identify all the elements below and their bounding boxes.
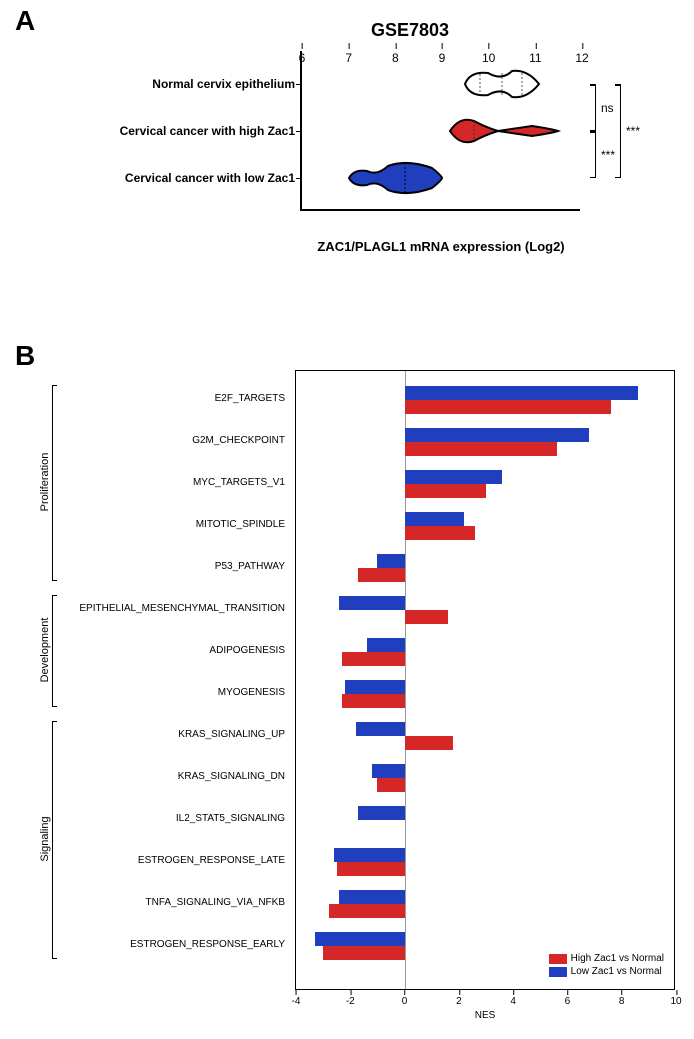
x-tick: 8 xyxy=(392,51,399,65)
gene-set-label: IL2_STAT5_SIGNALING xyxy=(176,813,285,824)
bar-high xyxy=(323,946,404,960)
bar-high xyxy=(342,694,404,708)
sig-bracket xyxy=(595,84,596,131)
b-x-tick: 4 xyxy=(510,996,516,1007)
bar-low xyxy=(372,764,405,778)
bar-high xyxy=(405,484,486,498)
bar-high xyxy=(377,778,404,792)
legend: High Zac1 vs Normal Low Zac1 vs Normal xyxy=(549,953,664,979)
category-bracket xyxy=(52,595,53,707)
b-x-tick: 6 xyxy=(565,996,571,1007)
bar-high xyxy=(405,526,476,540)
bar-low xyxy=(405,428,590,442)
bar-low xyxy=(356,722,405,736)
b-x-tick: -4 xyxy=(292,996,301,1007)
gene-set-label: MITOTIC_SPINDLE xyxy=(196,519,285,530)
legend-item: High Zac1 vs Normal xyxy=(549,953,664,964)
x-tick: 6 xyxy=(299,51,306,65)
gene-set-label: E2F_TARGETS xyxy=(215,393,285,404)
panel-a: GSE7803 ZAC1/PLAGL1 mRNA expression (Log… xyxy=(70,20,650,300)
gene-set-label: P53_PATHWAY xyxy=(215,561,285,572)
b-x-tick: -2 xyxy=(346,996,355,1007)
violin-row-label: Normal cervix epithelium xyxy=(152,77,295,91)
legend-swatch xyxy=(549,954,567,964)
bar-low xyxy=(339,890,404,904)
legend-item: Low Zac1 vs Normal xyxy=(549,966,664,977)
gene-set-label: KRAS_SIGNALING_UP xyxy=(178,729,285,740)
b-x-label: NES xyxy=(296,1010,674,1021)
x-axis-label-a: ZAC1/PLAGL1 mRNA expression (Log2) xyxy=(302,239,580,254)
bar-low xyxy=(358,806,404,820)
bar-high xyxy=(405,610,448,624)
bar-low xyxy=(405,512,465,526)
gene-set-label: EPITHELIAL_MESENCHYMAL_TRANSITION xyxy=(79,603,285,614)
bar-low xyxy=(405,470,503,484)
sig-bracket xyxy=(620,84,621,178)
x-tick: 12 xyxy=(575,51,588,65)
gene-set-label: G2M_CHECKPOINT xyxy=(192,435,285,446)
bar-low xyxy=(377,554,404,568)
violin-row-label: Cervical cancer with low Zac1 xyxy=(125,171,295,185)
chart-title-a: GSE7803 xyxy=(170,20,650,41)
b-x-tick: 2 xyxy=(456,996,462,1007)
sig-text: *** xyxy=(601,148,615,162)
x-tick: 9 xyxy=(439,51,446,65)
b-x-tick: 10 xyxy=(670,996,681,1007)
bar-low xyxy=(367,638,405,652)
violins-svg xyxy=(302,51,582,211)
bar-high xyxy=(337,862,405,876)
category-label: Signaling xyxy=(39,804,51,874)
bar-high xyxy=(342,652,404,666)
bar-low xyxy=(405,386,638,400)
bar-high xyxy=(358,568,404,582)
violin-plot-area: ZAC1/PLAGL1 mRNA expression (Log2) 67891… xyxy=(300,51,580,211)
gene-set-label: TNFA_SIGNALING_VIA_NFKB xyxy=(146,897,286,908)
sig-text: *** xyxy=(626,124,640,138)
x-tick: 11 xyxy=(529,51,541,65)
bar-low xyxy=(334,848,405,862)
category-bracket xyxy=(52,385,53,581)
bar-high xyxy=(405,442,557,456)
category-bracket xyxy=(52,721,53,959)
x-tick: 10 xyxy=(482,51,495,65)
violin-chart: ZAC1/PLAGL1 mRNA expression (Log2) 67891… xyxy=(70,51,650,231)
b-x-tick: 0 xyxy=(402,996,408,1007)
b-x-tick: 8 xyxy=(619,996,625,1007)
legend-swatch xyxy=(549,967,567,977)
violin-row-label: Cervical cancer with high Zac1 xyxy=(120,124,295,138)
bar-high xyxy=(329,904,405,918)
bar-low xyxy=(339,596,404,610)
legend-label: High Zac1 vs Normal xyxy=(571,953,664,964)
legend-label: Low Zac1 vs Normal xyxy=(571,966,662,977)
gene-set-label: ESTROGEN_RESPONSE_EARLY xyxy=(130,939,285,950)
gene-set-label: KRAS_SIGNALING_DN xyxy=(178,771,285,782)
panel-a-label: A xyxy=(15,5,35,37)
gene-set-label: MYOGENESIS xyxy=(218,687,285,698)
bar-high xyxy=(405,736,454,750)
category-label: Proliferation xyxy=(39,447,51,517)
gene-set-label: MYC_TARGETS_V1 xyxy=(193,477,285,488)
bar-low xyxy=(315,932,405,946)
bar-high xyxy=(405,400,611,414)
gene-set-label: ESTROGEN_RESPONSE_LATE xyxy=(138,855,285,866)
category-label: Development xyxy=(39,615,51,685)
gene-set-label: ADIPOGENESIS xyxy=(209,645,285,656)
sig-text: ns xyxy=(601,101,614,115)
x-tick: 7 xyxy=(345,51,352,65)
b-chart-area: NES High Zac1 vs NormalLow Zac1 vs Norma… xyxy=(295,370,675,990)
sig-bracket xyxy=(595,131,596,178)
panel-b: NES High Zac1 vs NormalLow Zac1 vs Norma… xyxy=(30,360,670,1020)
bar-low xyxy=(345,680,405,694)
